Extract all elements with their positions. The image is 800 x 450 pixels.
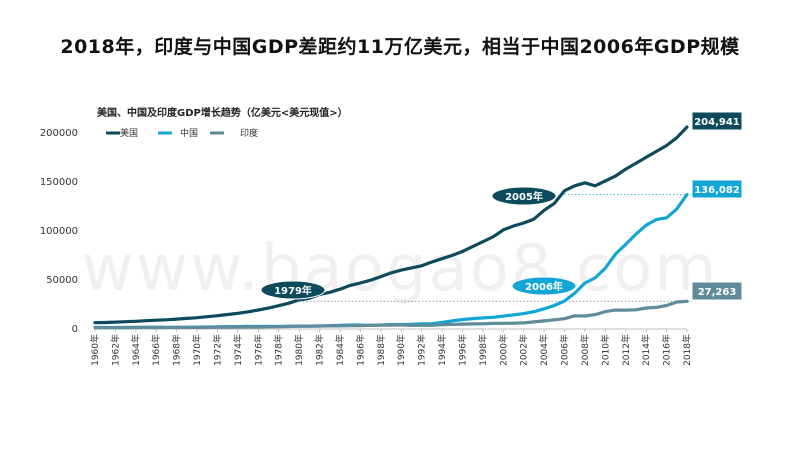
series-line-2 <box>93 299 689 330</box>
legend-label-2: 印度 <box>240 127 258 139</box>
x-tick-label: 2000年 <box>497 334 509 366</box>
end-value-label-2: 27,263 <box>698 287 737 298</box>
x-tick-label: 2016年 <box>661 334 673 366</box>
callout-pill-0 <box>260 280 326 300</box>
end-value-label-1: 136,082 <box>694 185 740 196</box>
end-value-box-2 <box>691 281 743 301</box>
x-tick-label: 1980年 <box>293 334 305 366</box>
y-tick-label: 150000 <box>40 177 78 188</box>
chart-title: 美国、中国及印度GDP增长趋势（亿美元<美元现值>） <box>97 108 348 119</box>
series-group <box>93 125 689 330</box>
x-tick-label: 1976年 <box>252 334 264 366</box>
x-tick-label: 1990年 <box>395 334 407 366</box>
x-tick-label: 2014年 <box>640 334 652 366</box>
x-tick-label: 1964年 <box>130 334 142 366</box>
x-tick-label: 1984年 <box>334 334 346 366</box>
legend-label-0: 美国 <box>120 127 138 139</box>
x-tick-label: 1972年 <box>211 334 223 366</box>
watermark-text: www.baogao8.com <box>81 232 718 306</box>
y-axis: 0 50000 100000 150000 200000 <box>40 128 78 335</box>
legend-label-1: 中国 <box>180 127 198 139</box>
slide-title: 2018年，印度与中国GDP差距约11万亿美元，相当于中国2006年GDP规模 <box>60 36 740 58</box>
callout-pill-1 <box>491 186 557 206</box>
end-value-box-0 <box>691 111 743 131</box>
x-tick-label: 2004年 <box>538 334 550 366</box>
x-tick-label: 2006年 <box>559 334 571 366</box>
y-tick-label: 200000 <box>40 128 78 139</box>
end-value-label-0: 204,941 <box>694 117 740 128</box>
y-tick-label: 100000 <box>40 226 78 237</box>
x-tick-label: 1968年 <box>171 334 183 366</box>
x-tick-label: 1992年 <box>416 334 428 366</box>
x-tick-label: 1994年 <box>436 334 448 366</box>
callout-label-0: 1979年 <box>274 284 312 297</box>
end-value-box-1 <box>691 179 743 199</box>
x-axis: 1960年 1962年 1964年 1966年 1968年 1970年 1972年 1974年… <box>89 328 693 366</box>
x-tick-label: 1988年 <box>375 334 387 366</box>
callout-pill-2 <box>511 276 577 296</box>
callout-label-1: 2005年 <box>505 190 543 203</box>
x-tick-label: 2018年 <box>681 334 693 366</box>
series-line-0 <box>93 125 689 325</box>
legend: 美国 中国 印度 <box>106 127 258 139</box>
x-tick-label: 1966年 <box>150 334 162 366</box>
x-tick-label: 2002年 <box>518 334 530 366</box>
x-tick-label: 2010年 <box>599 334 611 366</box>
x-tick-label: 1978年 <box>273 334 285 366</box>
guide-lines <box>288 194 692 302</box>
y-tick-label: 0 <box>72 324 78 335</box>
x-tick-label: 2008年 <box>579 334 591 366</box>
x-tick-label: 1974年 <box>232 334 244 366</box>
x-tick-label: 1986年 <box>354 334 366 366</box>
x-tick-label: 1996年 <box>456 334 468 366</box>
x-tick-label: 1962年 <box>109 334 121 366</box>
x-tick-label: 2012年 <box>620 334 632 366</box>
callout-label-2: 2006年 <box>525 280 563 293</box>
callouts: 1979年 2005年 2006年 <box>260 186 577 300</box>
x-tick-label: 1998年 <box>477 334 489 366</box>
x-tick-label: 1960年 <box>89 334 101 366</box>
end-labels: 204,941 136,082 27,263 <box>691 111 743 301</box>
y-tick-label: 50000 <box>46 275 78 286</box>
x-tick-label: 1982年 <box>314 334 326 366</box>
x-tick-label: 1970年 <box>191 334 203 366</box>
